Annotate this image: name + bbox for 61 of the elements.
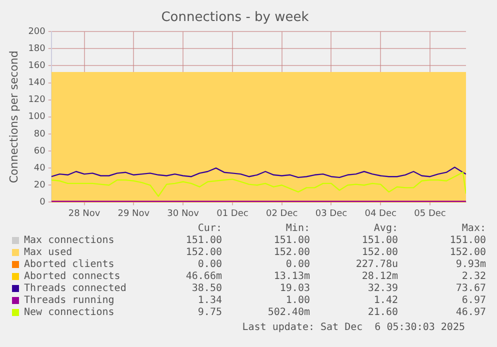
text: 46.66m <box>184 270 222 282</box>
text: 9.75 <box>196 306 222 318</box>
text: 151.00 <box>448 234 486 246</box>
y-tick-label: 180 <box>28 44 46 54</box>
y-axis-title: Connections per second <box>7 50 20 184</box>
y-tick-label: 120 <box>28 95 46 106</box>
x-tick-label: 04 Dec <box>364 208 397 219</box>
text: 151.00 <box>184 234 222 246</box>
text: 32.39 <box>366 282 398 294</box>
x-tick-label: 30 Nov <box>167 208 200 219</box>
y-tick-label: 0 <box>40 198 46 208</box>
legend-label: Aborted connects <box>24 270 122 282</box>
text: 0.00 <box>196 258 222 270</box>
text: 28.12m <box>360 270 398 282</box>
y-tick-label: 40 <box>34 163 46 174</box>
text: 152.00 <box>360 246 398 258</box>
text: Avg: <box>372 222 398 234</box>
text: 6.97 <box>460 294 486 306</box>
legend-label: Aborted clients <box>24 258 116 270</box>
y-tick-label: 20 <box>34 180 46 190</box>
y-tick-label: 140 <box>28 78 46 88</box>
x-tick-label: 01 Dec <box>216 208 248 219</box>
text: 46.97 <box>454 306 486 318</box>
text: 502.40m <box>266 306 310 318</box>
legend-label: Max connections <box>24 234 116 246</box>
text: 152.00 <box>448 246 486 258</box>
text: 9.93m <box>454 258 486 270</box>
text: Last update: Sat Dec 6 05:30:03 2025 <box>242 322 465 333</box>
text: 13.13m <box>272 270 310 282</box>
text: 1.00 <box>284 294 310 306</box>
y-tick-label: 80 <box>34 129 46 140</box>
text: 73.67 <box>454 282 486 294</box>
y-tick-label: 160 <box>28 61 46 72</box>
y-tick-label: 60 <box>34 146 46 156</box>
x-tick-label: 03 Dec <box>315 208 348 219</box>
text: 2.32 <box>460 270 486 282</box>
text: 152.00 <box>184 246 222 258</box>
text: 19.03 <box>278 282 310 294</box>
text: 151.00 <box>360 234 398 246</box>
x-tick-label: 02 Dec <box>266 208 298 219</box>
text: 227.78u <box>354 258 398 270</box>
text: Cur: <box>196 222 222 234</box>
chart-title: Connections - by week <box>161 10 310 26</box>
text: 1.42 <box>372 294 398 306</box>
legend-label: Max used <box>24 246 74 258</box>
text: 21.60 <box>366 306 398 318</box>
text: 152.00 <box>272 246 310 258</box>
text: Min: <box>284 222 310 234</box>
y-tick-label: 100 <box>28 112 46 122</box>
x-tick-label: 28 Nov <box>68 208 101 219</box>
y-tick-label: 200 <box>28 26 46 37</box>
text: 151.00 <box>272 234 310 246</box>
legend-label: Threads connected <box>24 282 128 294</box>
text: Max: <box>460 222 486 234</box>
legend-label: New connections <box>24 306 116 318</box>
text: 1.34 <box>196 294 222 306</box>
x-tick-label: 05 Dec <box>414 208 446 219</box>
legend-label: Threads running <box>24 294 116 306</box>
text: 0.00 <box>284 258 310 270</box>
text: 38.50 <box>190 282 222 294</box>
x-tick-label: 29 Nov <box>118 208 150 219</box>
